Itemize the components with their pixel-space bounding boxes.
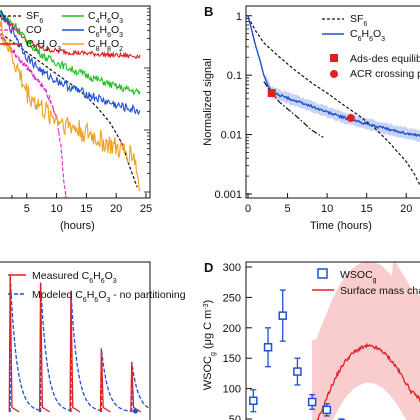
series-c-measured-spike [69,291,81,413]
series-c-measured-spike [38,282,51,413]
panel-a-x-tick-label: 15 [80,203,92,215]
series-c-measured-spike [99,348,111,413]
series-d-wsoc-point [322,405,332,415]
panel-b-x-tick-label: 10 [321,203,333,215]
legend-label-c4h6o3: C4H6O3 [88,10,123,25]
legend-label-c6h6o3: C6H6O3 [88,24,123,39]
series-d-surface-band [312,260,420,420]
legend-label-co: CO [26,24,42,36]
panel-b-y-tick-label: 0.001 [214,189,242,201]
panel-c-frame [0,261,151,420]
panel-b-frame [245,5,420,199]
panel-b-x-tick-label: 20 [400,203,412,215]
panel-d-y-tick-label: 100 [223,384,241,396]
panel-b-y-tick-label: 1 [236,11,242,23]
panel-d-y-ticks: 50 100 150 200 250 300 [223,262,252,420]
series-c-measured-spike [8,275,20,413]
panel-b-x-tick-label: 5 [284,203,290,215]
panel-d-y-tick-label: 300 [223,262,241,274]
legend-marker-ads [330,54,338,62]
series-d-surface-mass-change [316,342,420,420]
panel-b-y-tick-label: 0.01 [221,130,242,142]
panel-a-frame [0,5,151,199]
panel-a: 5 10 15 20 25 (hours) SF6 C4H6O3 CO C6H6O3 C… [0,5,152,232]
legend-label-b-sf6: SF6 [350,13,367,28]
legend-marker-acr [330,70,338,78]
panel-d-y-label: WSOCg (μg C m-3) [202,300,217,390]
panel-b-legend: SF6 C6H6O3 Ads-des equilibri ACR crossin… [322,13,420,80]
panel-a-x-label: (hours) [60,220,95,232]
series-a-c2h4o3 [0,14,141,59]
series-c-modeled [9,275,151,412]
panel-a-x-tick-label: 25 [140,203,152,215]
panel-d-y-tick-label: 250 [223,292,241,304]
series-d-wsoc-point [249,396,258,406]
legend-marker-wsoc [317,268,328,279]
panel-b: B 0.001 0.01 0.1 1 0 5 10 15 20 Normalized sign… [202,4,420,232]
series-d-wsoc-point [293,367,302,376]
panel-d-y-tick-label: 150 [223,353,241,365]
panel-d-y-tick-label: 200 [223,323,241,335]
panel-a-y-minor-ticks [144,8,150,193]
panel-b-x-ticks: 0 5 10 15 20 [245,193,412,215]
panel-a-x-tick-label: 10 [50,203,62,215]
legend-label-sf6: SF6 [26,10,43,25]
series-a-c4h6o3 [0,10,141,96]
panel-b-y-ticks: 0.001 0.01 0.1 1 [214,11,252,201]
panel-d: D 50 100 150 200 250 300 WSOCg (μg C m-3) WSO… [202,260,420,420]
series-b-sf6 [247,16,420,187]
panel-c: Measured C6H6O3 Modeled C6H6O3 - no part… [0,261,186,420]
panel-a-legend: SF6 C4H6O3 CO C6H6O3 C2H4O3 C8H8O2 [0,10,123,53]
series-d-wsoc-point [263,343,273,352]
panel-b-y-tick-label: 0.1 [227,70,242,82]
legend-label-ads: Ads-des equilibri [350,53,420,65]
panel-b-y-label: Normalized signal [202,58,214,145]
panel-d-letter: D [204,260,213,275]
panel-b-letter: B [204,4,213,19]
panel-b-x-tick-label: 15 [361,203,373,215]
series-a-co [0,32,67,198]
legend-label-modeled: Modeled C6H6O3 - no partitioning [32,289,186,304]
marker-ads-des-equilibrium [267,89,276,98]
panel-b-x-tick-label: 0 [245,203,251,215]
series-d-wsoc-point [278,311,287,320]
panel-a-x-tick-label: 20 [110,203,122,215]
legend-label-wsoc: WSOCg [340,269,377,284]
legend-label-acr: ACR crossing po [350,68,420,80]
panel-d-plot-area [249,260,420,420]
panel-d-y-tick-label: 50 [229,414,241,420]
series-b-c6h6o3-band [265,73,420,143]
panel-b-x-label: Time (hours) [310,220,372,232]
panel-a-x-ticks: 5 10 15 20 25 [11,193,152,215]
series-a-c8h8o2 [0,20,141,192]
panel-c-legend: Measured C6H6O3 Modeled C6H6O3 - no part… [8,270,186,304]
legend-label-b-c6h6o3: C6H6O3 [350,28,385,43]
series-c-end-marker [132,408,138,414]
panel-b-plot-area [247,15,420,187]
panel-d-legend: WSOCg Surface mass chang [312,268,420,297]
panel-c-plot-area [8,275,151,414]
panel-d-frame [245,261,420,420]
legend-label-c8h8o2: C8H8O2 [88,38,123,53]
marker-acr-crossing-point [346,114,355,123]
legend-label-measured: Measured C6H6O3 [32,270,117,285]
series-d-wsoc-point [307,397,317,407]
legend-label-c2h4o3: C2H4O3 [26,38,61,53]
series-b-c6h6o3 [247,15,420,138]
legend-label-surface: Surface mass chang [340,285,420,297]
panel-a-x-tick-label: 5 [24,203,30,215]
